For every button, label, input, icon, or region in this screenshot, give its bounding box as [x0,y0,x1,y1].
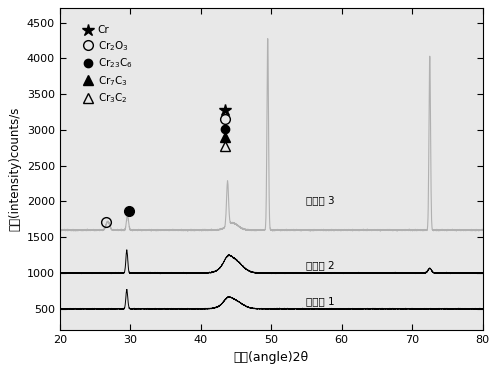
Legend: Cr, Cr$_2$O$_3$, Cr$_{23}$C$_6$, Cr$_7$C$_3$, Cr$_3$C$_2$: Cr, Cr$_2$O$_3$, Cr$_{23}$C$_6$, Cr$_7$C… [82,23,134,107]
Y-axis label: 强度(intensity)counts/s: 强度(intensity)counts/s [8,107,21,231]
Text: 实施例 3: 实施例 3 [306,195,335,205]
X-axis label: 角度(angle)2θ: 角度(angle)2θ [234,351,309,364]
Text: 实施例 2: 实施例 2 [306,260,335,270]
Text: 实施例 1: 实施例 1 [306,296,335,306]
